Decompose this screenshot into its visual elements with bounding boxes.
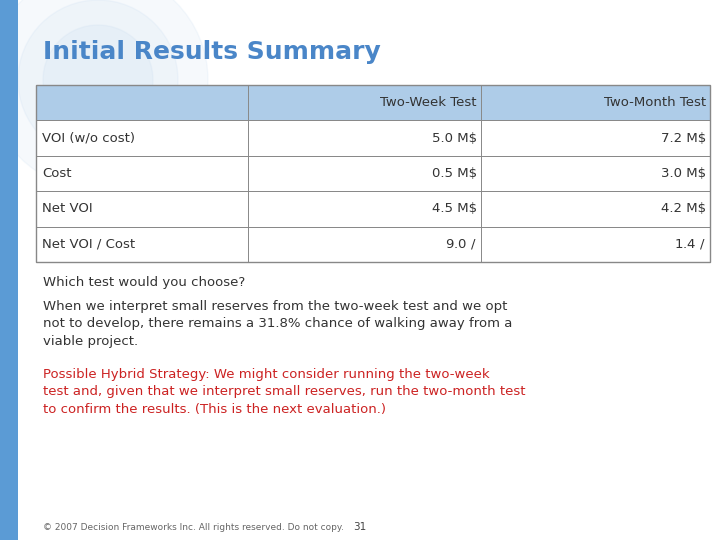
Text: 5.0 M$: 5.0 M$: [432, 132, 477, 145]
Bar: [36, 227, 710, 262]
Text: 9.0 $/$: 9.0 $/$: [445, 237, 477, 251]
Bar: [0, 0, 18, 540]
Text: Which test would you choose?: Which test would you choose?: [43, 276, 246, 289]
Circle shape: [18, 0, 178, 160]
Text: Cost: Cost: [42, 167, 71, 180]
Bar: [36, 156, 710, 191]
Text: 4.2 M$: 4.2 M$: [661, 202, 706, 215]
Bar: [36, 85, 710, 120]
Circle shape: [0, 0, 208, 190]
Text: Net VOI / Cost: Net VOI / Cost: [42, 238, 135, 251]
Text: © 2007 Decision Frameworks Inc. All rights reserved. Do not copy.: © 2007 Decision Frameworks Inc. All righ…: [43, 523, 344, 532]
Text: Possible Hybrid Strategy: We might consider running the two-week
test and, given: Possible Hybrid Strategy: We might consi…: [43, 368, 526, 416]
Circle shape: [43, 25, 153, 135]
Text: Initial Results Summary: Initial Results Summary: [43, 40, 381, 64]
Text: 31: 31: [354, 522, 366, 532]
Text: Two-Month Test: Two-Month Test: [604, 96, 706, 109]
Bar: [36, 191, 710, 227]
Text: When we interpret small reserves from the two-week test and we opt
not to develo: When we interpret small reserves from th…: [43, 300, 513, 348]
Text: VOI (w/o cost): VOI (w/o cost): [42, 132, 135, 145]
Bar: [36, 120, 710, 156]
Text: Two-Week Test: Two-Week Test: [380, 96, 477, 109]
Bar: [36, 85, 710, 262]
Text: 0.5 M$: 0.5 M$: [432, 167, 477, 180]
Text: 4.5 M$: 4.5 M$: [432, 202, 477, 215]
Text: 1.4 $/$: 1.4 $/$: [674, 237, 706, 251]
Text: Net VOI: Net VOI: [42, 202, 93, 215]
Text: 3.0 M$: 3.0 M$: [661, 167, 706, 180]
Text: 7.2 M$: 7.2 M$: [661, 132, 706, 145]
